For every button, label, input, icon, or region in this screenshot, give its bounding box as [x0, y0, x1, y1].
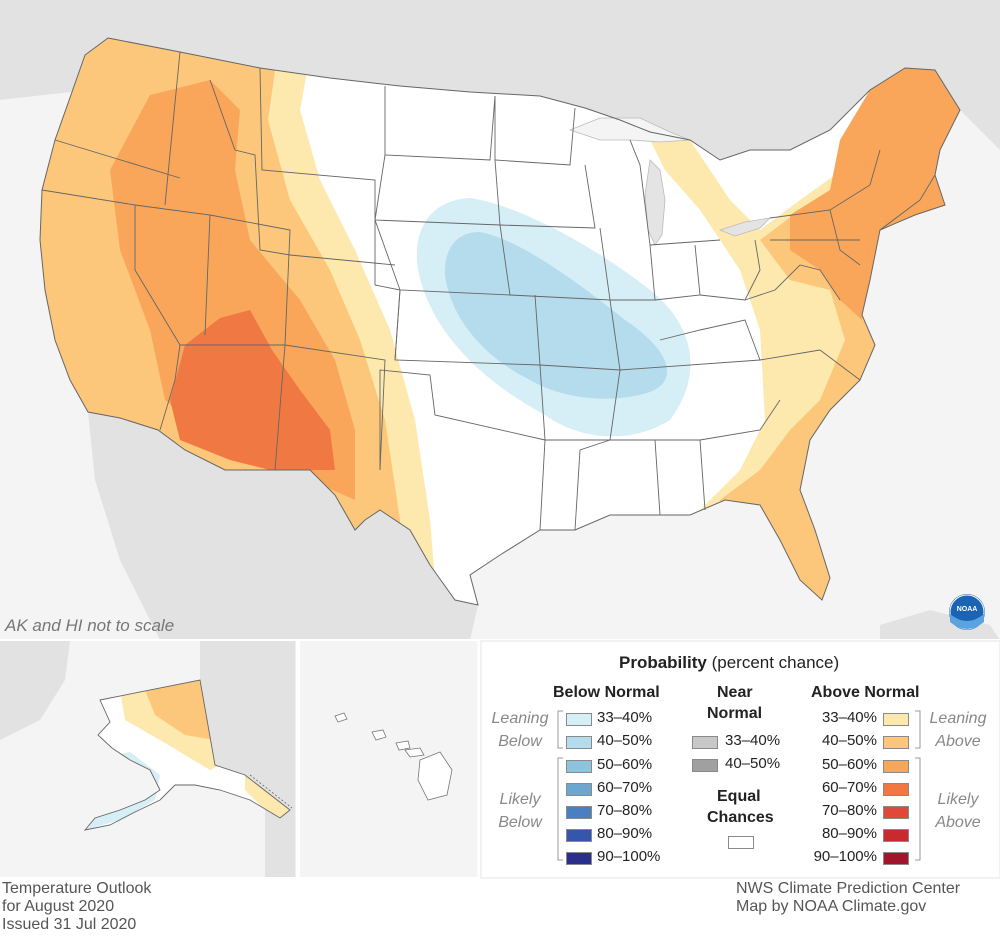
canada-land — [0, 0, 1000, 160]
lake-erie — [718, 217, 772, 237]
above-swatch-3 — [883, 760, 909, 773]
ak-40-50-region — [145, 680, 215, 740]
below-label-2: 40–50% — [597, 732, 653, 749]
not-to-scale-note: AK and HI not to scale — [5, 616, 175, 635]
issued-date: Issued 31 Jul 2020 — [2, 916, 137, 933]
footer-right: NWS Climate Prediction Center Map by NOA… — [736, 880, 960, 916]
credit-map: Map by NOAA Climate.gov — [736, 898, 927, 915]
legend-panel-border — [480, 640, 1000, 879]
above-label-3: 50–60% — [821, 756, 877, 773]
above-swatch-4 — [883, 783, 909, 796]
below-label-6: 80–90% — [597, 825, 653, 842]
outlook-period: for August 2020 — [2, 898, 115, 915]
above-swatch-2 — [883, 736, 909, 749]
below-label-7: 90–100% — [597, 848, 661, 865]
likely-below-label: Likely Below — [490, 788, 550, 834]
state-boundaries — [39, 37, 961, 606]
below-word-likely: Below — [498, 814, 542, 831]
mexico-land — [88, 412, 478, 640]
likely-word-below: Likely — [499, 791, 541, 808]
below-label-1: 33–40% — [597, 709, 653, 726]
near-normal-header-1: Near — [717, 684, 753, 701]
noaa-logo-text: NOAA — [956, 606, 978, 613]
hi-panel-background — [300, 641, 478, 877]
likely-word-above: Likely — [937, 791, 979, 808]
below-word-leaning: Below — [498, 733, 542, 750]
above-swatch-1 — [883, 713, 909, 726]
credit-cpc: NWS Climate Prediction Center — [736, 880, 961, 897]
below-label-3: 50–60% — [597, 756, 653, 773]
northeast-50-60-region — [790, 60, 960, 320]
above-swatch-6 — [883, 829, 909, 842]
likely-above-label: Likely Above — [928, 788, 988, 834]
below-label-5: 70–80% — [597, 802, 653, 819]
hawaii-islands — [334, 712, 453, 801]
above-normal-header: Above Normal — [811, 684, 920, 701]
above-word-likely: Above — [935, 814, 981, 831]
near-swatch-2 — [692, 759, 718, 772]
below-normal-header: Below Normal — [553, 684, 660, 701]
above-label-7: 90–100% — [813, 848, 877, 865]
below-swatch-1 — [566, 713, 592, 726]
equal-chances-line2: Chances — [707, 809, 774, 826]
above-label-2: 40–50% — [821, 732, 877, 749]
equal-chances-line1: Equal — [717, 788, 761, 805]
legend-title-bold: Probability — [619, 653, 707, 672]
canada-near-ak — [200, 641, 296, 877]
west-ocean-land — [0, 92, 88, 412]
leaning-below-label: Leaning Below — [488, 707, 552, 753]
above-label-5: 70–80% — [821, 802, 877, 819]
below-swatch-5 — [566, 806, 592, 819]
above-swatch-7 — [883, 852, 909, 865]
outlook-title: Temperature Outlook — [2, 880, 152, 897]
near-normal-header-2: Normal — [707, 705, 763, 722]
footer-left: Temperature Outlook for August 2020 Issu… — [2, 880, 151, 934]
near-swatch-1 — [692, 736, 718, 749]
lake-michigan — [644, 159, 666, 246]
below-swatch-2 — [566, 736, 592, 749]
above-word-leaning: Above — [935, 733, 981, 750]
leaning-word-below: Leaning — [491, 710, 549, 727]
below-swatch-6 — [566, 829, 592, 842]
below-label-4: 60–70% — [597, 779, 653, 796]
above-label-4: 60–70% — [821, 779, 877, 796]
noaa-logo — [949, 594, 985, 630]
leaning-above-label: Leaning Above — [924, 707, 992, 753]
legend-title: Probability (percent chance) — [619, 653, 839, 673]
leaning-word-above: Leaning — [929, 710, 987, 727]
below-swatch-3 — [566, 760, 592, 773]
legend-title-rest: (percent chance) — [711, 653, 840, 672]
west-60-70-region — [170, 310, 335, 470]
alaska-outline — [83, 679, 291, 831]
russia-land — [0, 641, 70, 740]
equal-chances-swatch — [728, 836, 754, 849]
central-40-50-region — [444, 232, 668, 399]
above-swatch-5 — [883, 806, 909, 819]
below-swatch-4 — [566, 783, 592, 796]
below-swatch-7 — [566, 852, 592, 865]
above-label-6: 80–90% — [821, 825, 877, 842]
ak-panhandle-islands — [249, 774, 293, 809]
above-label-1: 33–40% — [821, 709, 877, 726]
near-label-1: 33–40% — [725, 732, 781, 749]
near-label-2: 40–50% — [725, 755, 781, 772]
cuba-land — [880, 610, 1000, 640]
